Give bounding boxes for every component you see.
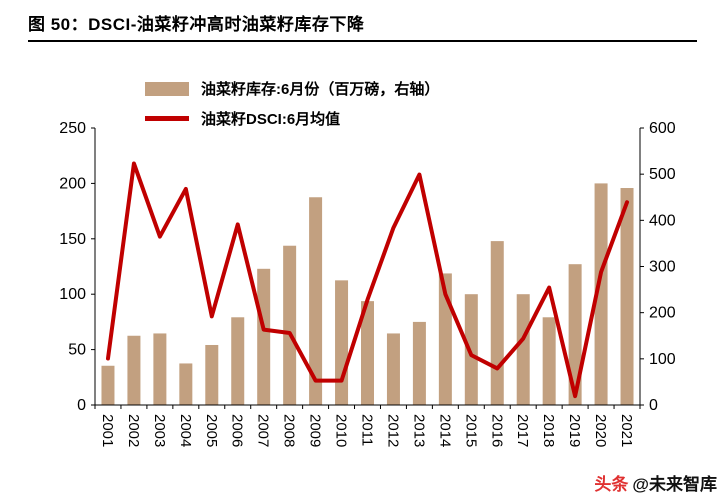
title-divider [28,40,697,42]
legend-item-dsci: 油菜籽DSCI:6月均值 [145,108,439,129]
left-axis-label: 250 [59,120,86,137]
left-axis-label: 100 [59,286,86,303]
right-axis-label: 500 [649,166,676,183]
bar-swatch-icon [145,81,189,96]
right-axis-label: 100 [649,351,676,368]
year-label: 2014 [436,414,453,447]
inventory-bar [179,363,193,405]
year-label: 2020 [592,414,609,447]
right-axis-label: 400 [649,212,676,229]
year-label: 2012 [384,414,401,447]
legend-label-dsci: 油菜籽DSCI:6月均值 [201,111,341,128]
inventory-bar [127,335,141,405]
inventory-bar [283,245,297,405]
inventory-bar [620,188,634,405]
left-axis-label: 200 [59,175,86,192]
year-label: 2018 [540,414,557,447]
inventory-bar [516,294,530,405]
left-axis-label: 50 [68,342,86,359]
left-axis-label: 0 [77,397,86,414]
year-label: 2016 [488,414,505,447]
year-label: 2001 [99,414,116,447]
year-label: 2021 [618,414,635,447]
year-label: 2006 [229,414,246,447]
inventory-bar [542,317,556,405]
watermark-brand-logo: 头条 [594,475,629,494]
year-label: 2019 [566,414,583,447]
right-axis-label: 600 [649,120,676,137]
inventory-bar [153,333,167,405]
inventory-bar [386,333,400,405]
legend-label-inventory: 油菜籽库存:6月份（百万磅，右轴） [201,81,440,98]
inventory-bar [412,321,426,405]
year-label: 2004 [177,414,194,447]
inventory-bar [594,183,608,405]
year-label: 2015 [462,414,479,447]
year-label: 2007 [255,414,272,447]
dsci-line [105,161,630,399]
legend: 油菜籽库存:6月份（百万磅，右轴） 油菜籽DSCI:6月均值 [145,78,439,129]
inventory-bar [568,264,582,405]
line-swatch-icon [145,116,189,121]
year-label: 2009 [307,414,324,447]
year-label: 2008 [281,414,298,447]
year-label: 2017 [514,414,531,447]
right-axis-label: 200 [649,305,676,322]
year-label: 2013 [410,414,427,447]
watermark-handle: @未来智库 [632,475,717,494]
year-label: 2010 [333,414,350,447]
figure-title: 图 50：DSCI-油菜籽冲高时油菜籽库存下降 [28,15,365,34]
inventory-bar [335,280,349,405]
left-axis-label: 150 [59,231,86,248]
watermark: 头条 @未来智库 [594,470,717,495]
inventory-bar [257,268,271,405]
legend-item-inventory: 油菜籽库存:6月份（百万磅，右轴） [145,78,439,99]
inventory-bar [231,317,245,405]
year-label: 2011 [359,414,376,446]
inventory-bar [490,241,504,405]
right-axis-label: 300 [649,259,676,276]
inventory-bar [101,365,115,405]
inventory-bar [205,344,219,405]
year-label: 2002 [125,414,142,447]
inventory-bar [309,197,323,405]
year-label: 2005 [203,414,220,447]
year-label: 2003 [151,414,168,447]
inventory-bar [361,301,374,405]
right-axis-label: 0 [649,397,658,414]
inventory-bar [464,294,478,405]
